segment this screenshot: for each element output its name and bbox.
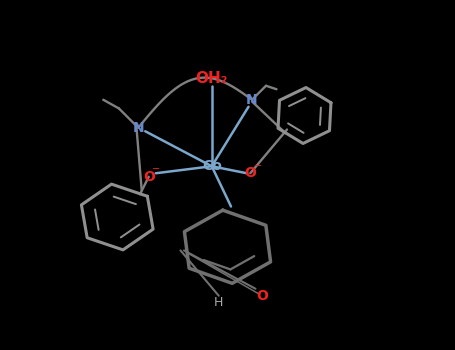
Text: −: −	[152, 164, 161, 174]
Text: N: N	[132, 121, 144, 135]
Text: Co: Co	[202, 159, 222, 173]
Text: O: O	[244, 166, 256, 180]
Text: O: O	[143, 170, 155, 184]
Text: O: O	[257, 289, 268, 303]
Text: OH₂: OH₂	[196, 71, 228, 86]
Text: −: −	[254, 161, 262, 170]
Text: N: N	[246, 93, 258, 107]
Text: H: H	[214, 296, 223, 309]
